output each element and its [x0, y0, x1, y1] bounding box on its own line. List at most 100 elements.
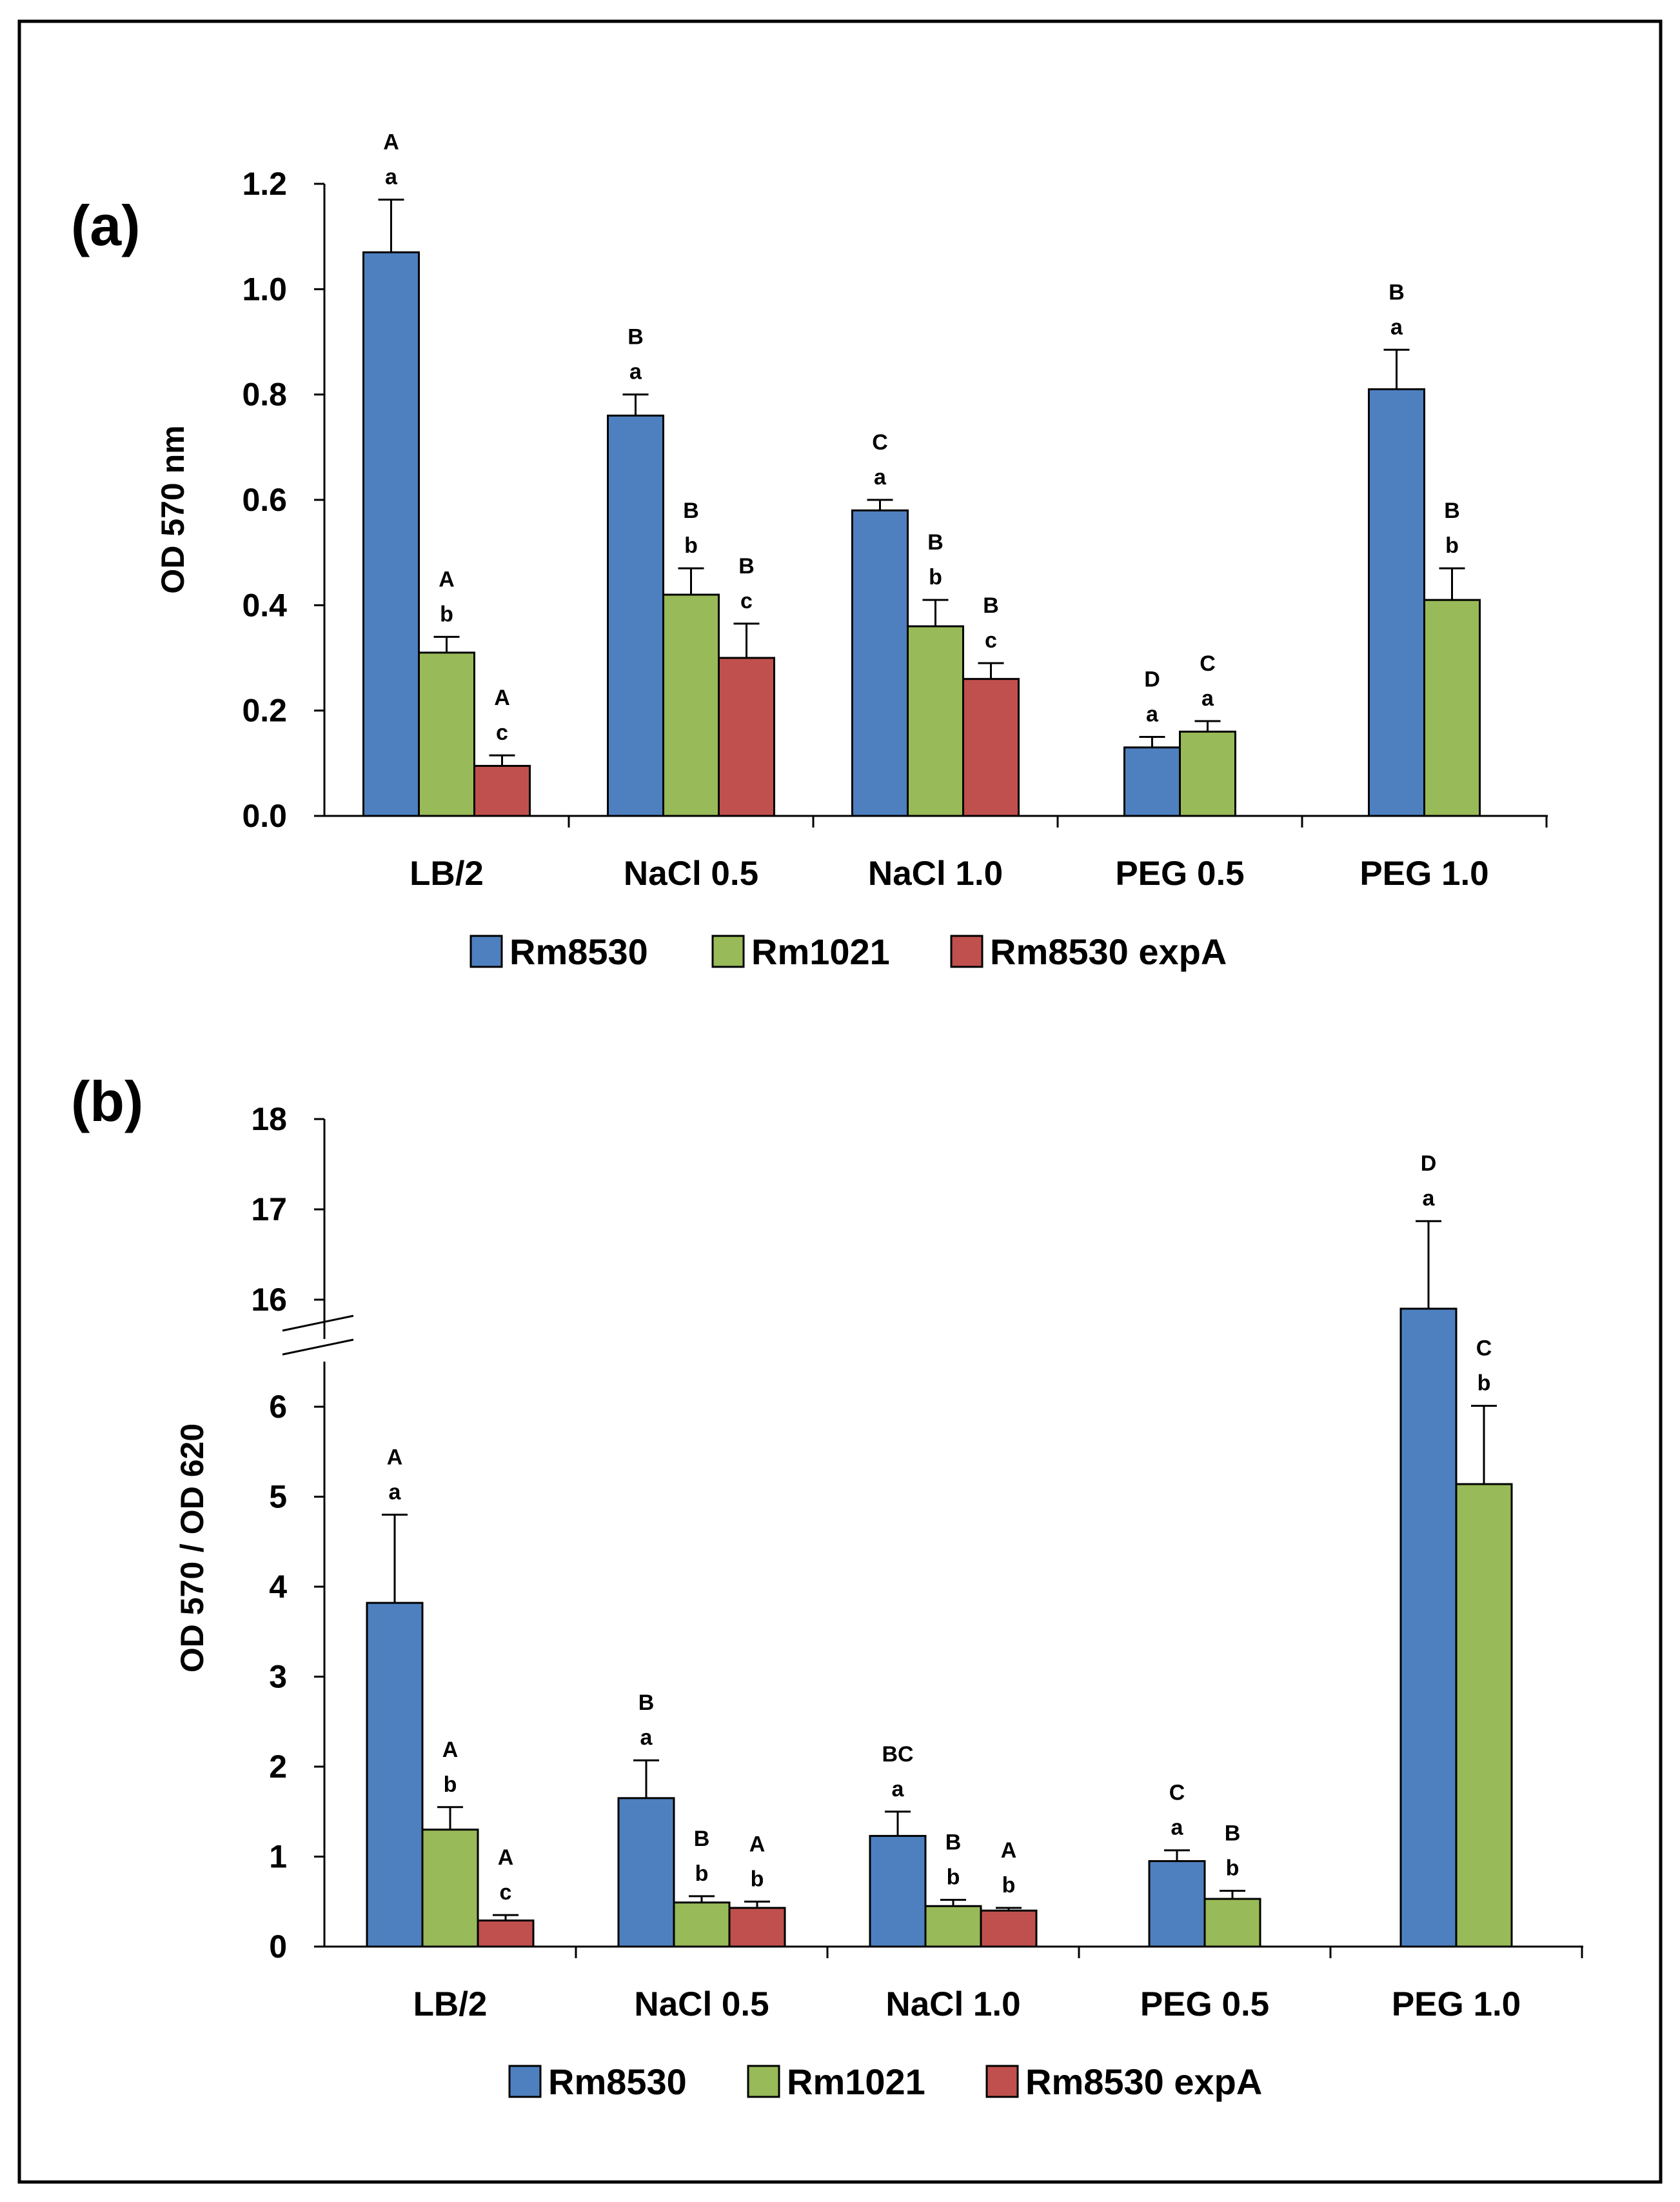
legend-label: Rm1021 [787, 2061, 925, 2102]
significance-lower: a [389, 1480, 402, 1504]
significance-upper: D [1144, 668, 1160, 692]
significance-lower: b [444, 1772, 457, 1797]
significance-lower: a [1423, 1186, 1436, 1211]
bar [662, 593, 720, 817]
significance-upper: B [983, 593, 999, 618]
figure-border [17, 19, 1663, 2184]
significance-lower: b [684, 533, 698, 558]
significance-lower: a [1390, 315, 1403, 339]
x-category-label: PEG 1.0 [1359, 855, 1488, 893]
significance-upper: B [927, 530, 944, 555]
y-tick-label: 18 [251, 1101, 287, 1137]
significance-upper: C [1200, 651, 1216, 676]
significance-lower: b [440, 602, 453, 626]
significance-upper: A [494, 686, 510, 710]
y-tick-label: 0.8 [242, 377, 287, 413]
significance-lower: a [1146, 702, 1159, 727]
significance-upper: B [1444, 499, 1460, 523]
bar [362, 251, 420, 817]
legend-swatch [711, 935, 745, 968]
bar [962, 678, 1020, 817]
significance-upper: C [1169, 1781, 1185, 1805]
axis-break-mark-lower [282, 1338, 354, 1356]
bar [477, 1919, 535, 1948]
bar [1123, 746, 1181, 817]
significance-lower: b [1477, 1371, 1491, 1396]
significance-upper: B [638, 1691, 655, 1715]
panel-b-ylabel: OD 570 / OD 620 [174, 1423, 210, 1672]
bar [617, 1797, 675, 1948]
legend-swatch [469, 935, 503, 968]
y-tick-label: 0.2 [242, 693, 287, 729]
significance-upper: A [387, 1445, 403, 1469]
axis-break-mark-upper [282, 1314, 354, 1332]
y-tick-label: 2 [269, 1749, 287, 1785]
y-tick-label: 17 [251, 1191, 287, 1227]
y-tick-label: 0.4 [242, 587, 287, 623]
bar [418, 651, 475, 817]
bar [607, 414, 664, 817]
significance-upper: B [738, 554, 755, 579]
legend-label: Rm8530 [548, 2061, 687, 2102]
significance-upper: A [498, 1845, 514, 1870]
significance-upper: BC [882, 1742, 913, 1767]
panel-b-axes: 0 1 2 3 4 5 6 16 17 18 LB/2 NaCl 0.5 NaCl 1.0 PEG 0.5… [251, 1101, 1583, 2023]
x-category-label: PEG 0.5 [1115, 855, 1244, 893]
bar [1423, 599, 1481, 817]
bar [907, 625, 964, 817]
bar [1148, 1860, 1206, 1948]
y-tick-label: 6 [269, 1389, 287, 1425]
significance-upper: A [442, 1738, 459, 1762]
significance-upper: D [1421, 1151, 1437, 1176]
bar [980, 1909, 1038, 1948]
x-category-label: NaCl 0.5 [634, 1985, 769, 2023]
x-category-label: NaCl 0.5 [624, 855, 758, 893]
significance-lower: b [1445, 533, 1459, 558]
bar [718, 657, 775, 817]
significance-lower: b [751, 1867, 764, 1891]
panel-a-label: (a) [71, 193, 141, 257]
significance-upper: C [872, 430, 888, 455]
significance-lower: a [629, 360, 642, 384]
significance-lower: b [1002, 1873, 1016, 1898]
y-tick-label: 0.6 [242, 482, 287, 518]
significance-lower: a [874, 465, 887, 490]
panel-a-legend: Rm8530 Rm1021 Rm8530 expA [469, 931, 1227, 972]
significance-lower: b [695, 1861, 709, 1886]
significance-lower: a [1171, 1816, 1184, 1840]
x-category-label: PEG 0.5 [1140, 1985, 1269, 2023]
significance-lower: c [496, 720, 508, 745]
significance-upper: B [1388, 280, 1405, 304]
y-tick-label: 4 [269, 1569, 287, 1605]
bar [869, 1834, 927, 1948]
panel-a-ylabel: OD 570 nm [155, 425, 191, 593]
bar [924, 1905, 982, 1948]
y-tick-label: 16 [251, 1282, 287, 1318]
x-category-label: NaCl 1.0 [868, 855, 1003, 893]
panel-b: (b) OD 570 / OD 620 0 1 2 3 4 5 6 16 17 18 LB/2 NaC… [71, 1069, 1583, 2102]
legend-swatch [985, 2065, 1019, 2098]
y-tick-label: 5 [269, 1479, 287, 1515]
legend-label: Rm8530 [509, 931, 648, 972]
bar [473, 764, 531, 817]
panel-b-label: (b) [71, 1069, 143, 1133]
panel-a: (a) OD 570 nm 0.0 0.2 0.4 0.6 0.8 1.0 1.2 LB/2 N… [71, 130, 1548, 972]
significance-lower: a [892, 1777, 905, 1801]
significance-lower: a [640, 1725, 653, 1750]
significance-upper: B [1225, 1821, 1241, 1846]
significance-lower: b [947, 1865, 960, 1889]
significance-lower: c [985, 628, 997, 653]
significance-lower: c [500, 1880, 512, 1905]
legend-swatch [508, 2065, 542, 2098]
legend-swatch [950, 935, 983, 968]
y-tick-label: 1 [269, 1839, 287, 1875]
legend-swatch [747, 2065, 780, 2098]
bar [1368, 388, 1425, 817]
significance-lower: c [740, 589, 753, 613]
significance-lower: b [929, 565, 942, 590]
bar [851, 509, 909, 817]
y-tick-label: 3 [269, 1659, 287, 1695]
significance-upper: B [694, 1827, 710, 1851]
bar [1179, 730, 1236, 817]
